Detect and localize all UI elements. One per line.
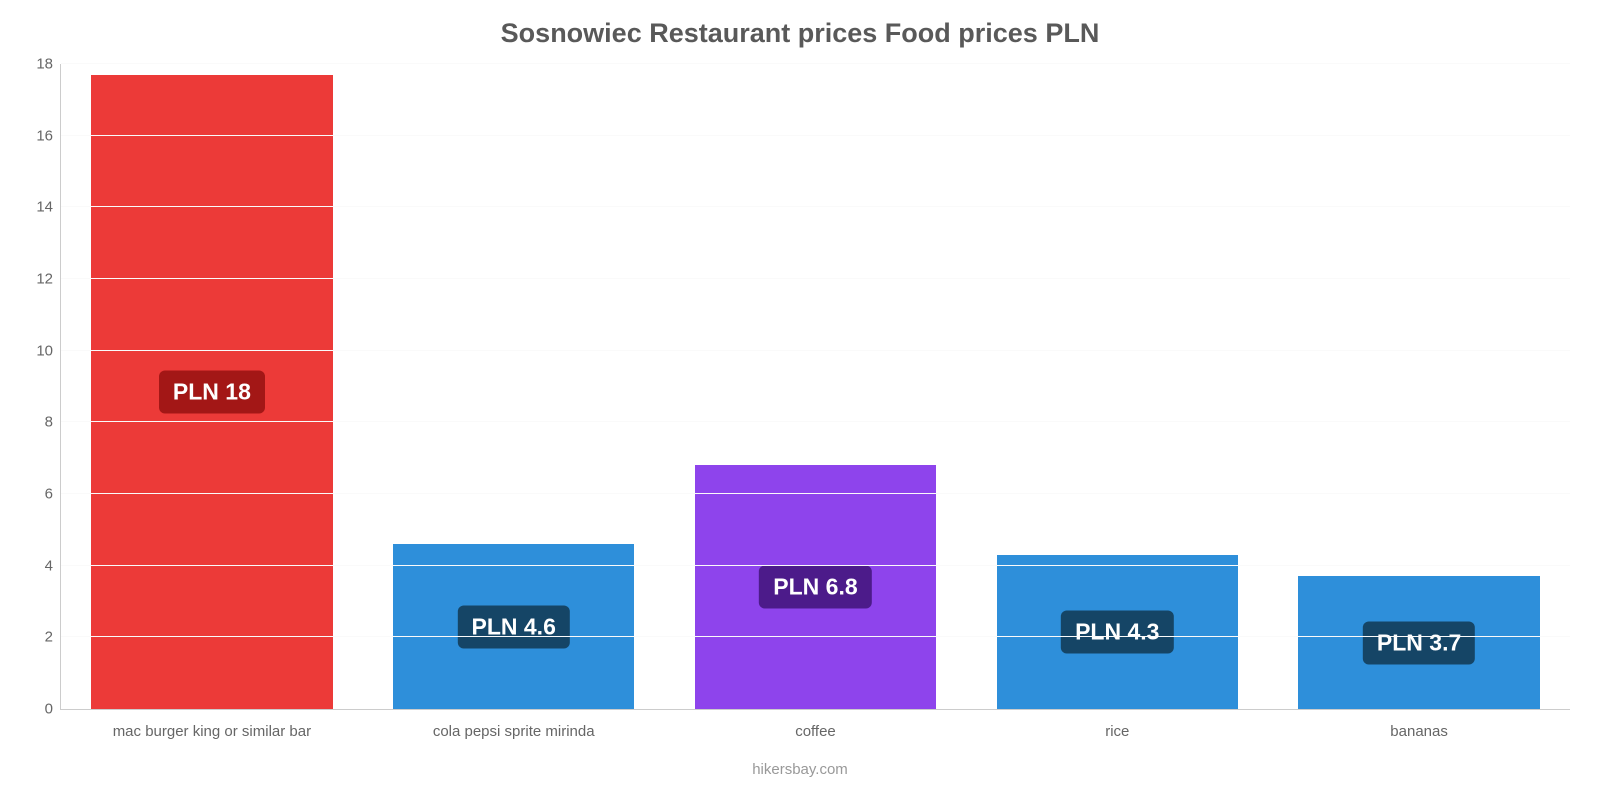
value-label: PLN 18 (159, 370, 265, 413)
value-label: PLN 6.8 (759, 566, 871, 609)
y-tick-label: 8 (23, 414, 53, 431)
x-axis-label: rice (966, 723, 1268, 740)
y-tick-label: 16 (23, 127, 53, 144)
y-tick-label: 2 (23, 629, 53, 646)
chart-container: Sosnowiec Restaurant prices Food prices … (0, 0, 1600, 800)
y-tick-label: 18 (23, 56, 53, 73)
bar-slot: PLN 4.3rice (966, 64, 1268, 709)
grid-line (61, 636, 1570, 637)
x-axis-label: coffee (665, 723, 967, 740)
source-attribution: hikersbay.com (0, 761, 1600, 778)
bar-slot: PLN 6.8coffee (665, 64, 967, 709)
grid-line (61, 135, 1570, 136)
bars-container: PLN 18mac burger king or similar barPLN … (61, 64, 1570, 709)
bar: PLN 18 (91, 75, 332, 709)
x-axis-label: bananas (1268, 723, 1570, 740)
chart-title: Sosnowiec Restaurant prices Food prices … (0, 18, 1600, 49)
bar-slot: PLN 3.7bananas (1268, 64, 1570, 709)
grid-line (61, 63, 1570, 64)
value-label: PLN 4.6 (458, 605, 570, 648)
x-axis-label: cola pepsi sprite mirinda (363, 723, 665, 740)
y-tick-label: 4 (23, 557, 53, 574)
bar-slot: PLN 18mac burger king or similar bar (61, 64, 363, 709)
grid-line (61, 206, 1570, 207)
value-label: PLN 3.7 (1363, 621, 1475, 664)
y-tick-label: 6 (23, 486, 53, 503)
grid-line (61, 421, 1570, 422)
value-label: PLN 4.3 (1061, 610, 1173, 653)
y-tick-label: 12 (23, 271, 53, 288)
bar: PLN 4.6 (393, 544, 634, 709)
y-tick-label: 0 (23, 701, 53, 718)
bar: PLN 6.8 (695, 465, 936, 709)
grid-line (61, 493, 1570, 494)
grid-line (61, 565, 1570, 566)
y-tick-label: 10 (23, 342, 53, 359)
x-axis-label: mac burger king or similar bar (61, 723, 363, 740)
grid-line (61, 350, 1570, 351)
bar: PLN 4.3 (997, 555, 1238, 709)
grid-line (61, 278, 1570, 279)
plot-area: PLN 18mac burger king or similar barPLN … (60, 64, 1570, 710)
y-tick-label: 14 (23, 199, 53, 216)
bar: PLN 3.7 (1298, 576, 1539, 709)
bar-slot: PLN 4.6cola pepsi sprite mirinda (363, 64, 665, 709)
